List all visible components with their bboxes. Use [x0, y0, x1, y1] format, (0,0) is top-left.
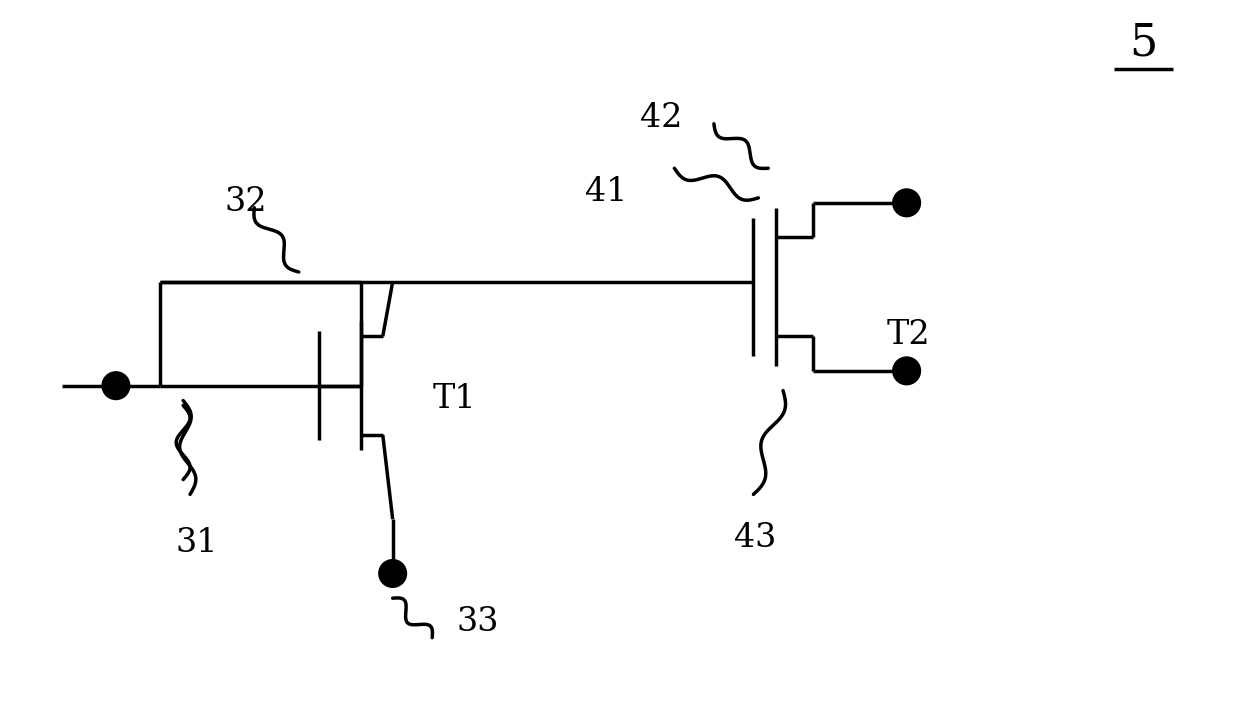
Text: 33: 33 — [457, 606, 499, 638]
Text: 5: 5 — [1130, 21, 1158, 64]
Text: T1: T1 — [432, 383, 476, 415]
Text: 41: 41 — [585, 175, 628, 208]
Text: 42: 42 — [639, 102, 683, 134]
Text: T2: T2 — [887, 319, 930, 351]
Text: 32: 32 — [224, 185, 268, 218]
Circle shape — [102, 372, 130, 400]
Text: 43: 43 — [733, 522, 776, 553]
Circle shape — [893, 357, 921, 384]
Text: 31: 31 — [175, 527, 218, 558]
Circle shape — [379, 560, 406, 587]
Circle shape — [893, 189, 921, 217]
